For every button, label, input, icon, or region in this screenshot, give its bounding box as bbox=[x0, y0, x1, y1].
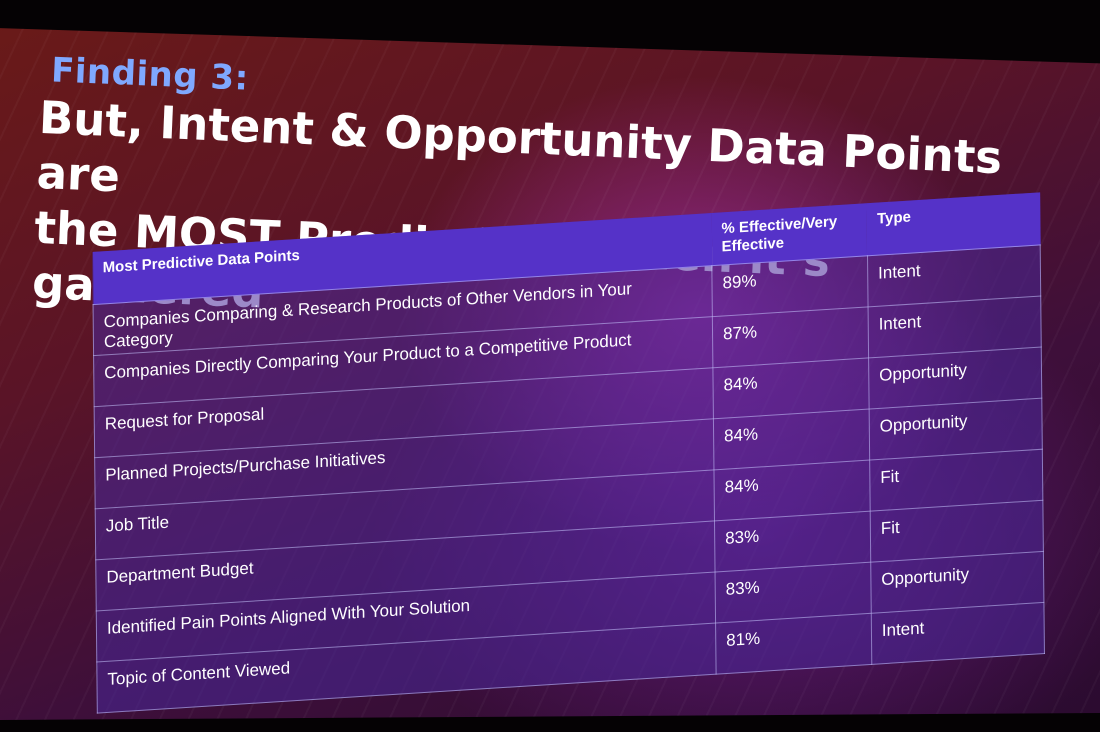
predictive-data-points-table-wrapper: Most Predictive Data Points % Effective/… bbox=[92, 192, 1045, 714]
type-cell: Intent bbox=[871, 602, 1045, 665]
projected-slide: Finding 3: But, Intent & Opportunity Dat… bbox=[0, 28, 1100, 720]
percent-cell: 81% bbox=[715, 613, 872, 675]
predictive-data-points-table: Most Predictive Data Points % Effective/… bbox=[92, 192, 1045, 714]
